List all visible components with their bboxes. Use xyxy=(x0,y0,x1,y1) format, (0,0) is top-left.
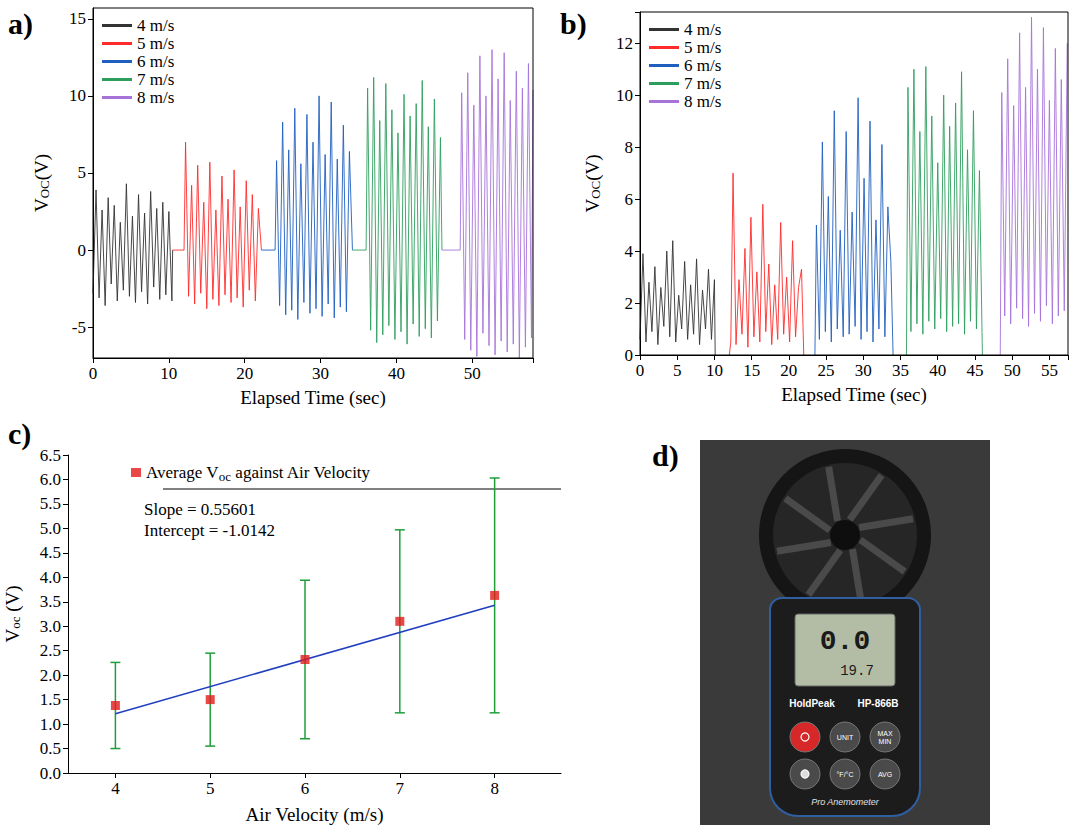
svg-text:5: 5 xyxy=(78,163,87,182)
svg-text:6 m/s: 6 m/s xyxy=(684,56,721,75)
svg-text:(V): (V) xyxy=(582,154,604,180)
svg-text:20: 20 xyxy=(780,361,797,380)
svg-text:0: 0 xyxy=(78,241,87,260)
svg-text:Elapsed Time (sec): Elapsed Time (sec) xyxy=(240,387,386,409)
svg-text:4: 4 xyxy=(111,779,120,798)
svg-text:2.5: 2.5 xyxy=(40,641,61,660)
svg-text:4 m/s: 4 m/s xyxy=(684,20,721,39)
svg-text:5.5: 5.5 xyxy=(40,494,61,513)
svg-text:6.0: 6.0 xyxy=(40,470,61,489)
svg-text:oc: oc xyxy=(8,616,23,629)
svg-text:20: 20 xyxy=(236,364,253,383)
svg-text:4: 4 xyxy=(625,242,634,261)
svg-text:(V): (V) xyxy=(2,585,24,616)
svg-text:50: 50 xyxy=(464,364,481,383)
svg-text:MIN: MIN xyxy=(879,738,892,745)
svg-text:45: 45 xyxy=(966,361,983,380)
svg-text:5 m/s: 5 m/s xyxy=(684,38,721,57)
svg-text:-5: -5 xyxy=(72,318,86,337)
svg-text:8: 8 xyxy=(625,138,634,157)
svg-text:8 m/s: 8 m/s xyxy=(684,92,721,111)
svg-text:6: 6 xyxy=(301,779,310,798)
svg-text:HoldPeak: HoldPeak xyxy=(789,698,835,709)
svg-text:7 m/s: 7 m/s xyxy=(684,74,721,93)
svg-text:4.0: 4.0 xyxy=(40,568,61,587)
svg-text:against Air Velocity: against Air Velocity xyxy=(231,463,370,482)
svg-text:MAX: MAX xyxy=(877,730,893,737)
svg-text:0.0: 0.0 xyxy=(40,764,61,783)
svg-text:Pro Anemometer: Pro Anemometer xyxy=(811,797,880,807)
svg-text:°F/°C: °F/°C xyxy=(837,771,854,778)
svg-text:oc: oc xyxy=(219,469,232,484)
svg-text:15: 15 xyxy=(743,361,760,380)
svg-text:b): b) xyxy=(560,7,587,41)
svg-text:3.5: 3.5 xyxy=(40,592,61,611)
svg-text:30: 30 xyxy=(312,364,329,383)
svg-text:55: 55 xyxy=(1041,361,1058,380)
svg-text:12: 12 xyxy=(616,34,633,53)
svg-text:5: 5 xyxy=(206,779,215,798)
svg-text:Air Velocity (m/s): Air Velocity (m/s) xyxy=(246,804,384,826)
svg-text:Elapsed Time (sec): Elapsed Time (sec) xyxy=(781,384,927,406)
svg-text:25: 25 xyxy=(818,361,835,380)
svg-text:0: 0 xyxy=(89,364,98,383)
svg-text:10: 10 xyxy=(706,361,723,380)
svg-text:15: 15 xyxy=(69,9,86,28)
svg-text:5: 5 xyxy=(673,361,682,380)
svg-text:6: 6 xyxy=(625,190,634,209)
svg-text:8 m/s: 8 m/s xyxy=(137,88,174,107)
svg-text:5.0: 5.0 xyxy=(40,519,61,538)
svg-text:5 m/s: 5 m/s xyxy=(137,34,174,53)
svg-text:0.0: 0.0 xyxy=(820,626,870,657)
svg-text:a): a) xyxy=(8,7,33,41)
svg-text:8: 8 xyxy=(490,779,499,798)
svg-text:OC: OC xyxy=(37,180,52,198)
svg-text:Slope = 0.55601: Slope = 0.55601 xyxy=(144,500,256,519)
svg-text:OC: OC xyxy=(588,181,603,199)
svg-text:50: 50 xyxy=(1004,361,1021,380)
svg-text:6.5: 6.5 xyxy=(40,446,61,465)
svg-text:d): d) xyxy=(652,439,679,473)
svg-text:2: 2 xyxy=(625,294,634,313)
svg-text:V: V xyxy=(31,198,52,212)
svg-text:10: 10 xyxy=(160,364,177,383)
svg-text:7 m/s: 7 m/s xyxy=(137,70,174,89)
svg-text:4 m/s: 4 m/s xyxy=(137,16,174,35)
svg-text:Average V: Average V xyxy=(146,463,219,482)
svg-text:10: 10 xyxy=(69,86,86,105)
svg-text:0: 0 xyxy=(636,361,645,380)
svg-text:4.5: 4.5 xyxy=(40,543,61,562)
svg-text:7: 7 xyxy=(396,779,405,798)
svg-text:(V): (V) xyxy=(31,154,53,180)
svg-text:2.0: 2.0 xyxy=(40,666,61,685)
svg-text:V: V xyxy=(582,199,603,213)
svg-text:0: 0 xyxy=(625,346,634,365)
svg-text:30: 30 xyxy=(855,361,872,380)
svg-text:UNIT: UNIT xyxy=(837,734,854,741)
svg-text:c): c) xyxy=(8,417,31,451)
svg-text:40: 40 xyxy=(929,361,946,380)
svg-text:Intercept = -1.0142: Intercept = -1.0142 xyxy=(144,521,275,540)
svg-text:6 m/s: 6 m/s xyxy=(137,52,174,71)
svg-text:AVG: AVG xyxy=(878,771,892,778)
svg-text:1.5: 1.5 xyxy=(40,690,61,709)
svg-text:HP-866B: HP-866B xyxy=(857,698,898,709)
svg-text:35: 35 xyxy=(892,361,909,380)
svg-text:40: 40 xyxy=(388,364,405,383)
svg-text:V: V xyxy=(2,629,23,643)
svg-text:19.7: 19.7 xyxy=(840,663,874,679)
svg-text:1.0: 1.0 xyxy=(40,715,61,734)
svg-text:10: 10 xyxy=(616,86,633,105)
svg-text:0.5: 0.5 xyxy=(40,739,61,758)
svg-text:3.0: 3.0 xyxy=(40,617,61,636)
